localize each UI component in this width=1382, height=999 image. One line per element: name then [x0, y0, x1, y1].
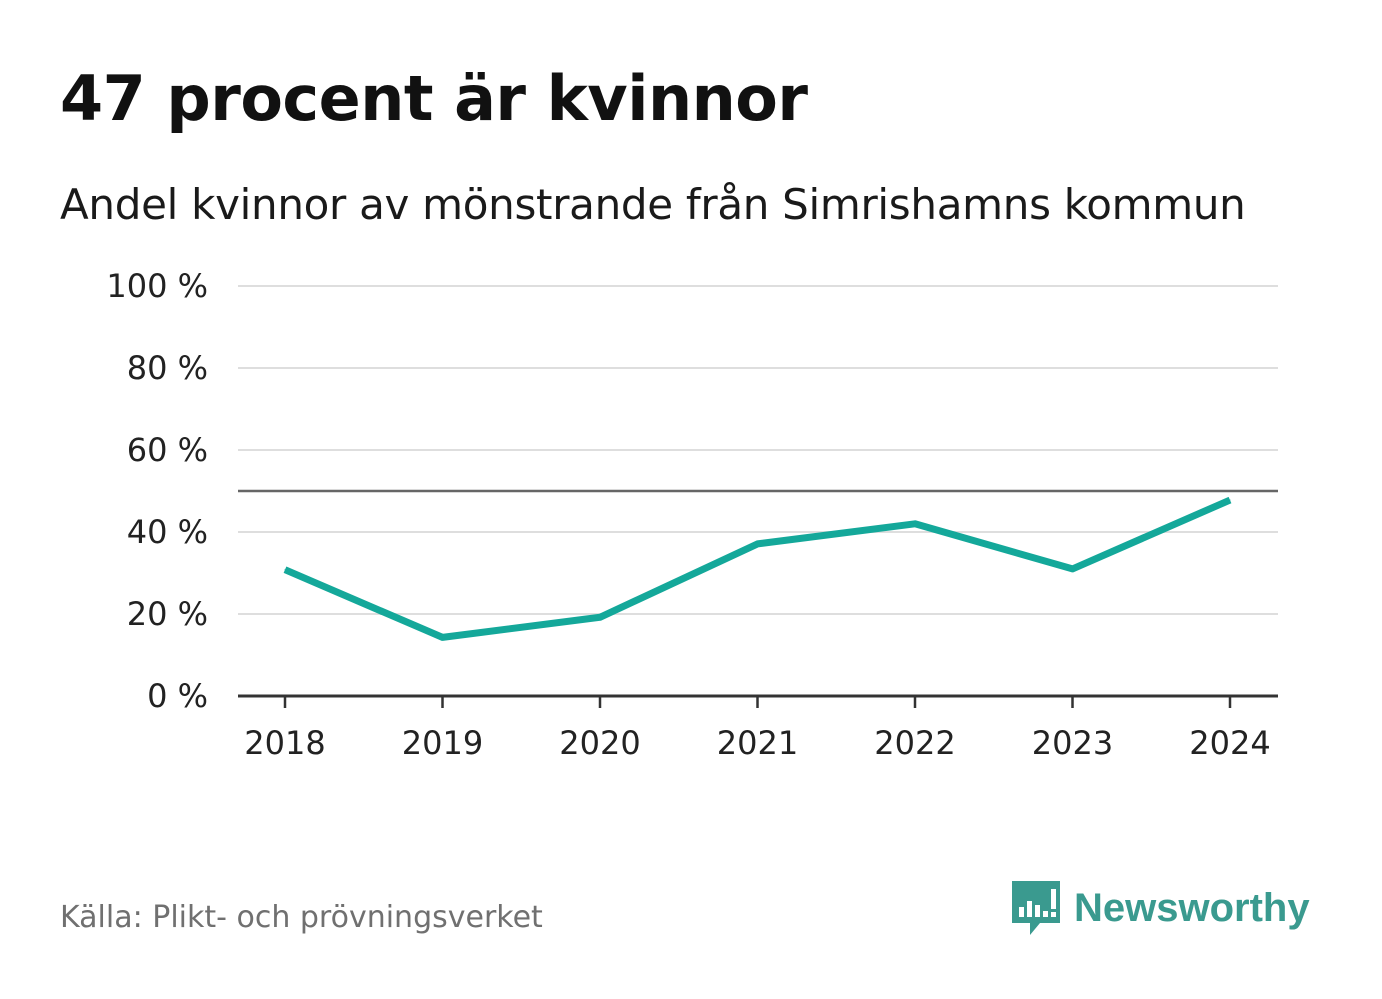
y-tick-label: 80 % [127, 349, 208, 387]
data-point [1229, 499, 1231, 501]
data-point [442, 636, 443, 638]
series-layer [283, 496, 1232, 641]
x-tick-label: 2021 [717, 724, 798, 762]
series-line [283, 496, 1232, 641]
data-point [914, 523, 916, 525]
x-tick-label: 2022 [874, 724, 955, 762]
x-tick-label: 2018 [244, 724, 325, 762]
y-tick-label: 20 % [127, 595, 208, 633]
brand-name: Newsworthy [1074, 885, 1310, 930]
x-tick-label: 2020 [559, 724, 640, 762]
data-point [284, 569, 286, 571]
x-tick-label: 2019 [402, 724, 483, 762]
data-point [757, 543, 758, 545]
y-tick-label: 60 % [127, 431, 208, 469]
x-tick-label: 2023 [1032, 724, 1113, 762]
data-point [1072, 568, 1073, 570]
x-axis: 2018 2019 2020 2021 2022 2023 2024 [238, 694, 1278, 762]
y-tick-label: 40 % [127, 513, 208, 551]
brand-logo: Newsworthy [1010, 876, 1310, 940]
grid-lines [238, 285, 1278, 615]
bar-chart-speech-bubble-icon [1012, 881, 1060, 935]
chart-subtitle: Andel kvinnor av mönstrande från Simrish… [60, 180, 1246, 229]
source-note: Källa: Plikt- och prövningsverket [60, 900, 543, 935]
y-axis-ticks: 0 % 20 % 40 % 60 % 80 % 100 % [106, 267, 208, 715]
chart-title: 47 procent är kvinnor [60, 62, 808, 135]
x-tick-label: 2024 [1189, 724, 1270, 762]
y-tick-label: 0 % [147, 677, 208, 715]
data-point [599, 616, 601, 618]
y-tick-label: 100 % [106, 267, 208, 305]
